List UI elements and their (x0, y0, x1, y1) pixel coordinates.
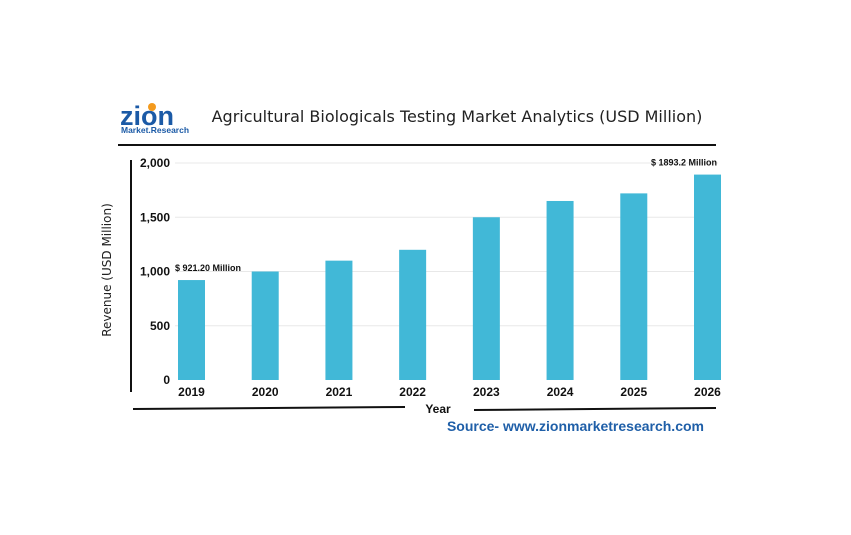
bar-2020 (251, 271, 279, 380)
bar-2021 (325, 260, 353, 380)
y-tick-label: 2,000 (140, 156, 170, 170)
logo-text: zion (120, 101, 174, 131)
bars (178, 174, 721, 380)
x-tick-label: 2022 (399, 385, 426, 399)
x-axis-label: Year (425, 402, 451, 416)
x-tick-label: 2026 (694, 385, 721, 399)
bar-2025 (620, 193, 648, 380)
logo-subtext: Market.Research (121, 125, 189, 135)
x-tick-label: 2020 (252, 385, 279, 399)
chart-title: Agricultural Biologicals Testing Market … (212, 107, 703, 126)
bar-2019 (178, 280, 205, 380)
bar-2023 (472, 217, 500, 380)
bar-2024 (546, 200, 574, 380)
x-tick-labels: 2019 2020 2021 2022 2023 2024 2025 2026 (178, 385, 721, 399)
x-tick-label: 2024 (547, 385, 574, 399)
bottom-line-right (473, 407, 717, 411)
x-tick-label: 2023 (473, 385, 500, 399)
source-text: Source- www.zionmarketresearch.com (447, 418, 704, 434)
bar-2026 (694, 174, 721, 380)
y-tick-label: 500 (150, 319, 170, 333)
y-tick-labels: 0 500 1,000 1,500 2,000 (140, 156, 170, 387)
y-axis-label: Revenue (USD Million) (100, 203, 114, 337)
x-tick-label: 2019 (178, 385, 205, 399)
data-label: $ 1893.2 Million (651, 158, 717, 168)
logo-dot-icon (148, 103, 156, 111)
bottom-line-left (132, 406, 406, 410)
x-tick-label: 2021 (326, 385, 353, 399)
data-labels: $ 921.20 Million $ 1893.2 Million (175, 158, 717, 273)
y-tick-label: 1,500 (140, 210, 170, 224)
bar-2022 (399, 249, 427, 380)
y-tick-label: 0 (163, 373, 170, 387)
zion-logo: zion Market.Research (120, 101, 189, 135)
y-tick-label: 1,000 (140, 265, 170, 279)
x-tick-label: 2025 (620, 385, 647, 399)
data-label: $ 921.20 Million (175, 263, 241, 273)
